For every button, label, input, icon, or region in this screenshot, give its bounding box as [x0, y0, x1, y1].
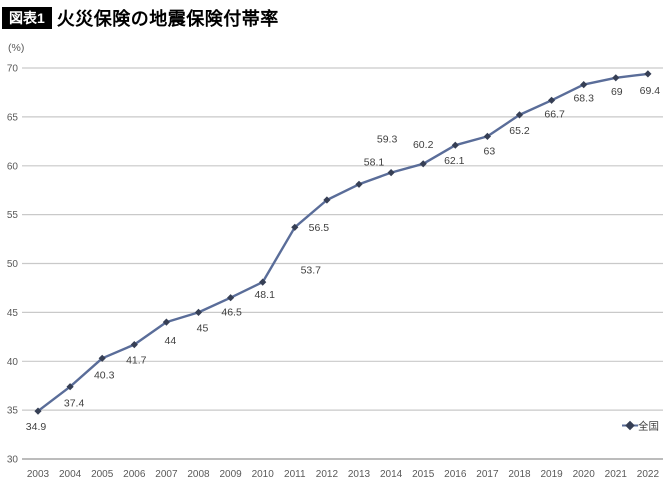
data-point-marker: [451, 141, 459, 149]
data-point-marker: [419, 160, 427, 168]
chart-title: 火災保険の地震保険付帯率: [56, 9, 279, 29]
data-point-label: 34.9: [26, 421, 47, 433]
data-point-label: 69: [611, 86, 623, 98]
x-tick-label: 2012: [316, 469, 339, 480]
series-line: [37, 72, 649, 413]
x-tick-label: 2007: [155, 469, 178, 480]
y-tick-label: 40: [7, 357, 19, 368]
data-point-label: 68.3: [573, 93, 594, 105]
data-point-marker: [227, 294, 235, 302]
data-point-marker: [323, 196, 331, 204]
data-point-marker: [66, 383, 74, 391]
data-point-marker: [162, 318, 170, 326]
x-tick-label: 2017: [476, 469, 499, 480]
data-point-label: 45: [197, 322, 209, 334]
x-tick-label: 2003: [27, 469, 50, 480]
data-point-label: 40.3: [94, 369, 115, 381]
data-point-marker: [548, 96, 556, 104]
data-point-marker: [98, 354, 106, 362]
data-point-label: 37.4: [64, 398, 85, 410]
data-point-label: 60.2: [413, 139, 434, 151]
data-point-marker: [644, 70, 652, 78]
data-point-label: 58.1: [364, 156, 385, 168]
legend-label: 全国: [638, 420, 659, 433]
x-tick-label: 2015: [412, 469, 435, 480]
data-point-label: 65.2: [509, 125, 530, 137]
x-tick-label: 2014: [380, 469, 403, 480]
x-tick-label: 2009: [219, 469, 242, 480]
y-tick-label: 50: [7, 259, 19, 270]
data-point-label: 56.5: [309, 222, 330, 234]
data-point-label: 48.1: [254, 289, 275, 301]
legend-marker-icon: [625, 420, 635, 431]
x-tick-label: 2013: [348, 469, 371, 480]
data-point-marker: [612, 74, 620, 82]
data-point-label: 41.7: [126, 355, 147, 367]
x-tick-label: 2008: [187, 469, 210, 480]
data-point-label: 44: [165, 335, 177, 347]
x-tick-label: 2018: [508, 469, 531, 480]
data-point-label: 66.7: [544, 108, 565, 120]
data-point-marker: [194, 308, 203, 316]
data-point-marker: [515, 111, 524, 119]
data-point-label: 69.4: [640, 85, 661, 97]
y-tick-label: 65: [7, 112, 19, 123]
x-tick-label: 2004: [59, 469, 82, 480]
x-tick-label: 2010: [252, 469, 275, 480]
data-point-label: 46.5: [221, 307, 242, 319]
x-tick-label: 2021: [605, 469, 628, 480]
y-tick-label: 35: [7, 406, 19, 417]
legend: 全国: [622, 420, 659, 433]
x-tick-label: 2019: [540, 469, 563, 480]
data-point-marker: [259, 278, 267, 286]
data-point-marker: [387, 169, 395, 177]
y-axis-unit-label: (%): [8, 42, 25, 54]
x-tick-label: 2006: [123, 469, 146, 480]
data-point-label: 62.1: [444, 155, 465, 167]
data-point-label: 53.7: [301, 264, 322, 276]
y-tick-label: 55: [7, 210, 19, 221]
figure-badge: 図表1: [2, 7, 52, 29]
data-point-marker: [130, 341, 138, 349]
x-tick-label: 2011: [284, 469, 306, 480]
x-tick-label: 2005: [91, 469, 114, 480]
data-point-marker: [580, 81, 588, 89]
x-tick-label: 2016: [444, 469, 467, 480]
y-tick-label: 70: [7, 64, 19, 75]
data-point-marker: [291, 223, 299, 231]
x-tick-label: 2020: [573, 469, 596, 480]
x-tick-label: 2022: [637, 469, 660, 480]
y-tick-label: 60: [7, 161, 19, 172]
data-point-marker: [483, 132, 491, 140]
data-point-marker: [34, 407, 42, 415]
chart-header: 図表1 火災保険の地震保険付帯率: [2, 5, 279, 31]
y-tick-label: 45: [7, 308, 19, 319]
data-point-label: 63: [484, 145, 496, 157]
data-point-marker: [355, 180, 363, 188]
data-point-label: 59.3: [377, 134, 398, 146]
y-tick-label: 30: [7, 455, 19, 466]
